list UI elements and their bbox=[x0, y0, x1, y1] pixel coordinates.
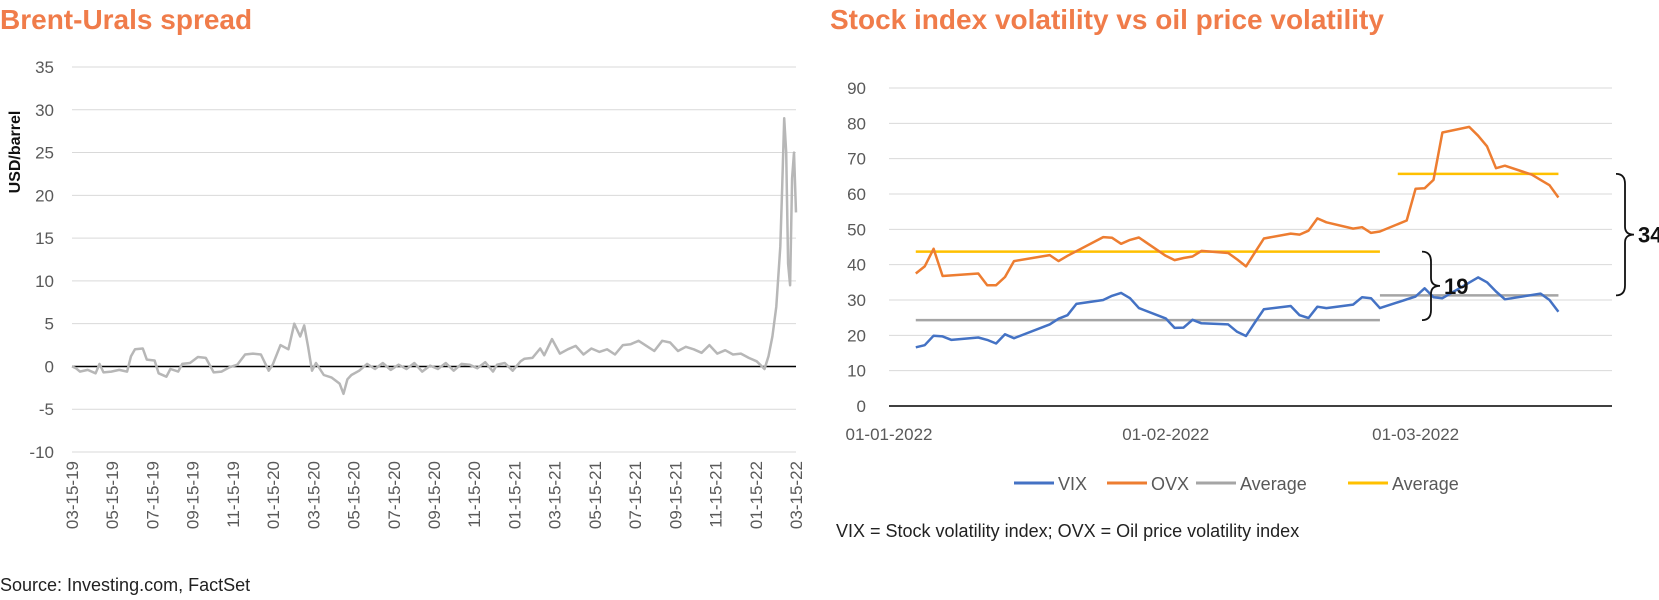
x-tick-label: 11-15-21 bbox=[707, 461, 726, 528]
y-tick-label: 10 bbox=[35, 272, 54, 291]
y-tick-label: 50 bbox=[847, 220, 866, 239]
legend-label: VIX bbox=[1058, 474, 1087, 494]
y-tick-label: 0 bbox=[857, 397, 866, 416]
x-tick-label: 09-15-19 bbox=[184, 461, 203, 529]
legend-label: OVX bbox=[1151, 474, 1189, 494]
x-tick-label: 01-15-21 bbox=[505, 461, 524, 529]
y-tick-label: 80 bbox=[847, 114, 866, 133]
volatility-chart: 90 80 70 60 50 40 30 20 10 0 01-01-2022 01-02-2022 0… bbox=[846, 79, 1659, 494]
chart-footnote: VIX = Stock volatility index; OVX = Oil … bbox=[836, 521, 1300, 541]
y-tick-label: -5 bbox=[39, 400, 54, 419]
gap-19-brace bbox=[1421, 250, 1441, 322]
y-tick-label: 30 bbox=[847, 291, 866, 310]
y-tick-label: -10 bbox=[29, 443, 54, 462]
x-tick-label: 03-15-22 bbox=[787, 461, 806, 529]
x-tick-label: 03-15-21 bbox=[546, 461, 565, 529]
x-tick-label: 01-02-2022 bbox=[1122, 425, 1209, 444]
x-tick-label: 01-15-20 bbox=[264, 461, 283, 529]
x-tick-label: 03-15-19 bbox=[63, 461, 82, 529]
gap-19-label: 19 bbox=[1444, 274, 1468, 299]
y-tick-label: 25 bbox=[35, 144, 54, 163]
left-chart-title: Brent-Urals spread bbox=[0, 4, 253, 35]
x-tick-label: 07-15-21 bbox=[626, 461, 645, 529]
x-tick-label: 09-15-21 bbox=[666, 461, 685, 529]
x-tick-label: 01-15-22 bbox=[747, 461, 766, 529]
y-axis-label: USD/barrel bbox=[7, 111, 24, 194]
brent-urals-chart: 35 30 25 20 15 10 5 0 -5 -10 03-15-19 05-15-19 07-15… bbox=[7, 58, 806, 529]
y-tick-label: 15 bbox=[35, 229, 54, 248]
x-tick-label: 05-15-21 bbox=[586, 461, 605, 529]
x-tick-label: 07-15-20 bbox=[385, 461, 404, 529]
source-note: Source: Investing.com, FactSet bbox=[0, 575, 251, 595]
right-chart-title: Stock index volatility vs oil price vola… bbox=[830, 4, 1384, 35]
x-tick-label: 03-15-20 bbox=[304, 461, 323, 529]
vix-line bbox=[915, 276, 1560, 349]
x-tick-label: 09-15-20 bbox=[425, 461, 444, 529]
y-tick-label: 60 bbox=[847, 185, 866, 204]
x-tick-label: 11-15-19 bbox=[224, 461, 243, 528]
y-tick-label: 5 bbox=[45, 315, 54, 334]
x-tick-label: 05-15-20 bbox=[345, 461, 364, 529]
y-tick-label: 20 bbox=[35, 186, 54, 205]
x-tick-label: 07-15-19 bbox=[143, 461, 162, 529]
y-tick-label: 35 bbox=[35, 58, 54, 77]
legend-label: Average bbox=[1240, 474, 1307, 494]
x-tick-label: 11-15-20 bbox=[465, 461, 484, 528]
gap-34-brace bbox=[1615, 172, 1635, 297]
x-tick-label: 01-03-2022 bbox=[1372, 425, 1459, 444]
x-tick-label: 01-01-2022 bbox=[846, 425, 933, 444]
y-tick-label: 0 bbox=[45, 357, 54, 376]
y-tick-label: 40 bbox=[847, 256, 866, 275]
y-tick-label: 90 bbox=[847, 79, 866, 98]
ovx-line bbox=[915, 125, 1560, 287]
y-tick-label: 20 bbox=[847, 326, 866, 345]
gap-34-label: 34 bbox=[1638, 223, 1659, 248]
x-tick-label: 05-15-19 bbox=[103, 461, 122, 529]
legend-label: Average bbox=[1392, 474, 1459, 494]
y-tick-label: 10 bbox=[847, 362, 866, 381]
y-tick-label: 30 bbox=[35, 101, 54, 120]
y-tick-label: 70 bbox=[847, 150, 866, 169]
spread-line bbox=[71, 117, 798, 396]
